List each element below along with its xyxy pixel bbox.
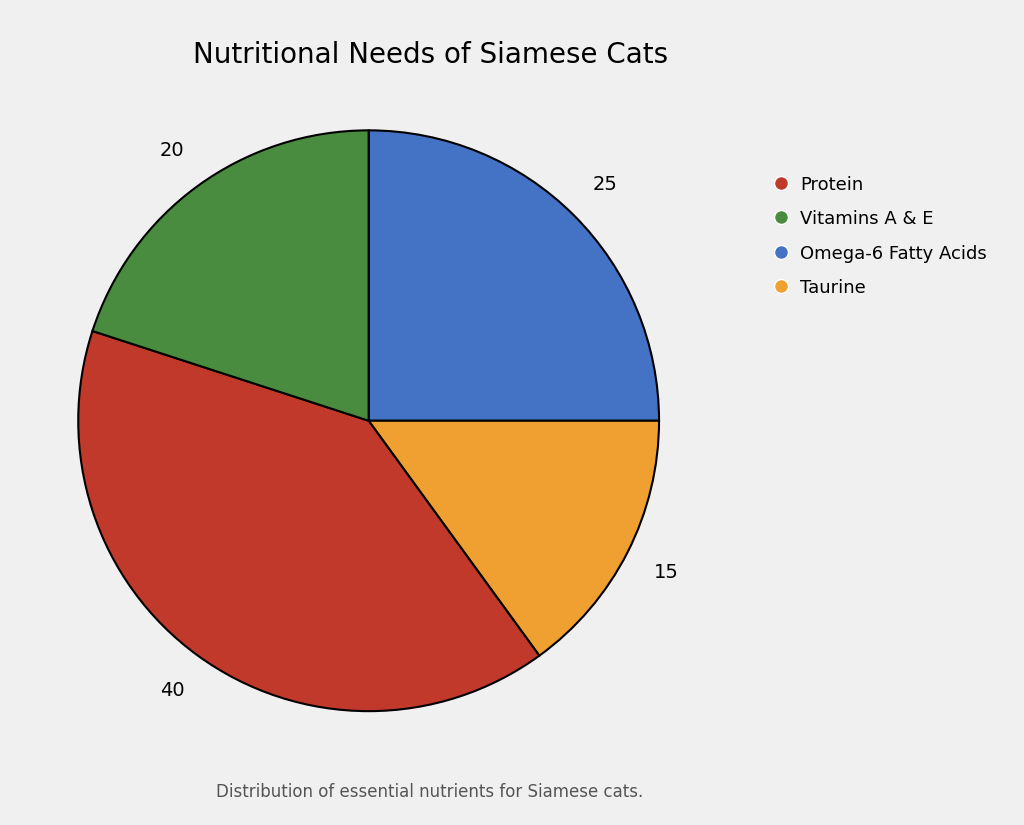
Text: 15: 15 <box>653 563 679 582</box>
Text: 20: 20 <box>160 141 184 160</box>
Wedge shape <box>369 421 659 656</box>
Text: 25: 25 <box>592 175 617 194</box>
Text: Nutritional Needs of Siamese Cats: Nutritional Needs of Siamese Cats <box>193 41 668 69</box>
Wedge shape <box>369 130 659 421</box>
Wedge shape <box>92 130 369 421</box>
Wedge shape <box>78 331 540 711</box>
Text: 40: 40 <box>160 681 184 700</box>
Legend: Protein, Vitamins A & E, Omega-6 Fatty Acids, Taurine: Protein, Vitamins A & E, Omega-6 Fatty A… <box>759 158 1005 315</box>
Text: Distribution of essential nutrients for Siamese cats.: Distribution of essential nutrients for … <box>216 783 644 801</box>
